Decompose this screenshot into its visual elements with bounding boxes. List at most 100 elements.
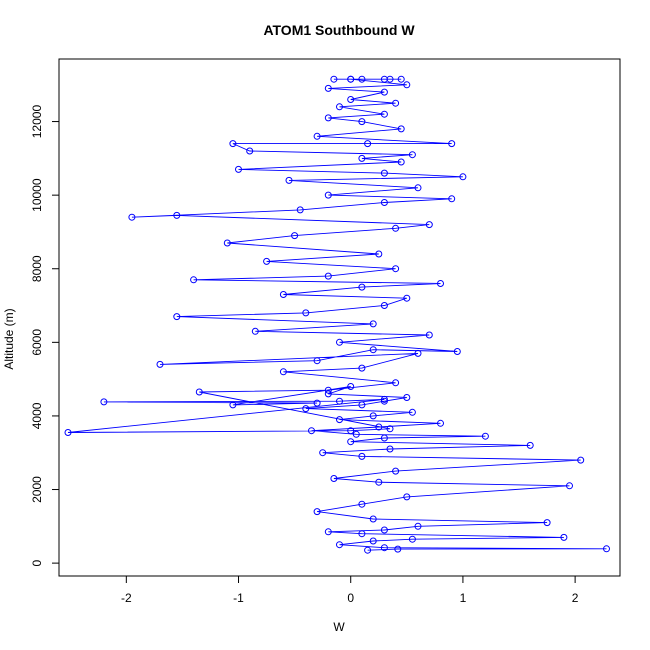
- data-point: [358, 154, 366, 162]
- data-point: [392, 224, 400, 232]
- data-point: [437, 419, 444, 427]
- data-point: [313, 357, 321, 365]
- data-point: [100, 398, 108, 406]
- x-axis-ticks: -2 -1 0 1 2: [121, 576, 579, 605]
- data-point: [64, 429, 72, 436]
- x-tick-label: 1: [460, 591, 467, 605]
- data-point: [190, 276, 198, 284]
- data-point: [330, 475, 338, 482]
- y-tick-label: 0: [30, 559, 44, 566]
- data-point: [380, 544, 388, 552]
- data-point: [128, 213, 136, 221]
- data-point: [251, 327, 259, 335]
- data-point: [279, 291, 287, 298]
- plot-frame: [58, 58, 621, 577]
- data-point: [358, 75, 366, 83]
- data-point: [279, 368, 287, 376]
- data-point: [414, 184, 422, 192]
- data-point: [577, 456, 585, 464]
- data-point: [481, 432, 489, 440]
- data-point: [380, 526, 388, 534]
- data-point: [448, 140, 456, 148]
- data-point: [195, 388, 203, 396]
- data-point: [330, 75, 338, 83]
- data-point: [386, 445, 394, 453]
- y-tick-label: 10000: [30, 178, 44, 212]
- data-point: [358, 118, 366, 126]
- data-point: [336, 338, 343, 346]
- data-point: [380, 169, 388, 177]
- data-point: [369, 515, 377, 523]
- data-point: [375, 423, 383, 431]
- data-point: [324, 84, 332, 92]
- data-point: [425, 221, 433, 229]
- data-point: [369, 412, 377, 420]
- data-point: [285, 176, 293, 184]
- chart-title: ATOM1 Southbound W: [263, 22, 415, 38]
- data-point: [603, 545, 610, 553]
- data-point: [336, 397, 343, 405]
- data-point: [414, 522, 422, 530]
- data-point: [263, 257, 271, 265]
- data-point: [408, 408, 416, 416]
- data-point: [246, 147, 254, 155]
- data-point: [380, 434, 388, 442]
- data-point: [352, 430, 360, 438]
- series-line: [67, 78, 607, 551]
- data-point: [223, 239, 231, 247]
- x-axis-label: W: [333, 620, 345, 634]
- data-point: [448, 195, 456, 203]
- data-point: [459, 173, 467, 181]
- data-point: [229, 401, 237, 409]
- data-point: [437, 280, 444, 287]
- y-tick-label: 2000: [30, 476, 44, 503]
- data-point: [403, 394, 411, 401]
- data-point: [560, 533, 568, 541]
- data-point: [403, 294, 411, 302]
- data-point: [291, 232, 299, 240]
- data-point: [358, 500, 366, 508]
- data-point: [313, 399, 321, 407]
- data-point: [347, 427, 355, 435]
- data-point: [336, 416, 343, 424]
- data-point: [526, 441, 534, 449]
- x-tick-label: 2: [572, 591, 579, 605]
- y-tick-label: 12000: [30, 105, 44, 139]
- data-point: [302, 309, 310, 317]
- data-point: [358, 364, 366, 372]
- data-point: [324, 191, 332, 199]
- data-point: [380, 110, 388, 118]
- data-point: [375, 478, 383, 486]
- data-point: [308, 427, 315, 435]
- data-point: [296, 206, 304, 214]
- y-tick-label: 6000: [30, 329, 44, 356]
- data-point: [380, 75, 388, 83]
- x-tick-label: -1: [233, 591, 244, 605]
- data-point: [358, 283, 366, 291]
- data-point: [369, 537, 377, 545]
- x-tick-label: -2: [121, 591, 132, 605]
- data-point: [403, 493, 411, 501]
- data-point: [392, 379, 400, 387]
- y-tick-label: 4000: [30, 402, 44, 429]
- data-point: [347, 383, 355, 390]
- data-point: [394, 545, 402, 553]
- data-point: [313, 508, 321, 516]
- y-axis-ticks: 0 2000 4000 6000 8000 10000 12000: [30, 105, 59, 566]
- data-point: [358, 452, 366, 460]
- data-point: [380, 302, 388, 309]
- data-point: [414, 349, 422, 357]
- data-point: [364, 140, 372, 148]
- data-point: [369, 346, 377, 354]
- data-point: [324, 390, 332, 398]
- data-point: [319, 449, 327, 457]
- data-point: [397, 125, 405, 133]
- data-point: [392, 265, 400, 273]
- y-tick-label: 8000: [30, 255, 44, 282]
- data-point: [408, 151, 416, 159]
- data-point: [543, 519, 551, 527]
- data-point: [347, 96, 355, 103]
- data-point: [156, 360, 164, 368]
- data-point: [453, 348, 461, 355]
